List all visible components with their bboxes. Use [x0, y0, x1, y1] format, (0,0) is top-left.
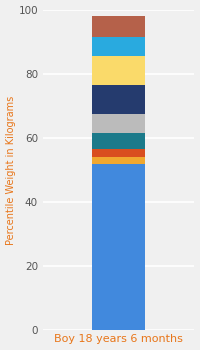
Bar	[92, 16, 145, 37]
Bar	[92, 56, 145, 85]
Y-axis label: Percentile Weight in Kilograms: Percentile Weight in Kilograms	[6, 95, 16, 245]
Bar	[92, 133, 145, 149]
Bar	[92, 149, 145, 157]
Bar	[92, 85, 145, 114]
Bar	[92, 163, 145, 330]
Bar	[92, 157, 145, 163]
Bar	[92, 37, 145, 56]
Bar	[92, 114, 145, 133]
